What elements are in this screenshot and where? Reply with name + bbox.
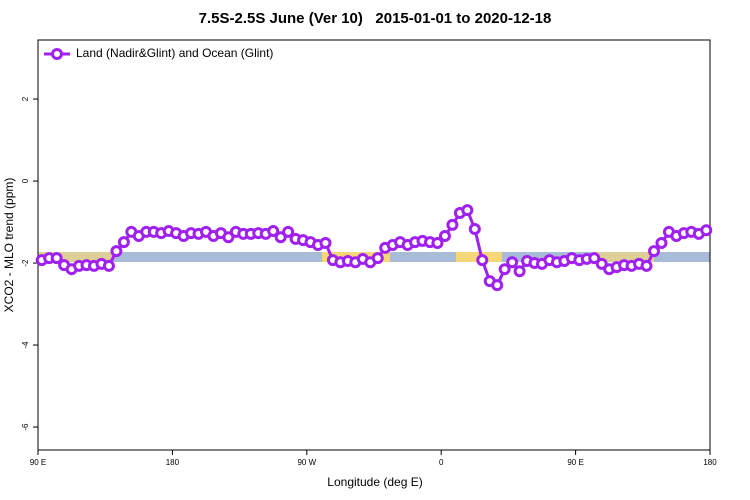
data-point <box>648 245 660 258</box>
data-point <box>102 259 115 272</box>
y-axis-label: XCO2 - MLO trend (ppm) <box>2 178 16 313</box>
legend: Land (Nadir&Glint) and Ocean (Glint) <box>44 46 273 60</box>
legend-marker <box>51 48 63 60</box>
data-point <box>50 252 63 265</box>
chart-title: 7.5S-2.5S June (Ver 10) 2015-01-01 to 20… <box>199 10 552 27</box>
land-patch <box>38 252 113 262</box>
y-tick-label: -2 <box>21 259 30 267</box>
data-point <box>640 259 653 272</box>
data-point <box>468 223 481 236</box>
y-tick-label: 2 <box>21 96 30 101</box>
data-point <box>110 245 123 258</box>
x-tick-label: 90 E <box>30 458 46 467</box>
data-point <box>700 224 713 237</box>
data-point <box>282 225 295 238</box>
data-point <box>446 218 459 231</box>
x-tick-label: 90 E <box>567 458 583 467</box>
x-tick-label: 180 <box>166 458 180 467</box>
data-point <box>267 225 280 238</box>
y-tick-label: -4 <box>21 341 30 349</box>
land-patch <box>592 252 654 262</box>
data-point <box>461 204 474 217</box>
x-tick-label: 0 <box>439 458 444 467</box>
data-point <box>498 263 511 276</box>
plot-frame <box>37 39 711 451</box>
data-point <box>431 236 444 249</box>
data-point <box>438 229 451 242</box>
x-axis-label: Longitude (deg E) <box>327 475 422 489</box>
data-point <box>588 252 601 265</box>
y-tick-label: 0 <box>21 178 30 183</box>
data-point <box>595 257 608 270</box>
data-point <box>371 252 384 265</box>
data-point <box>222 231 235 244</box>
data-point <box>274 231 287 244</box>
x-tick-label: 90 W <box>297 458 316 467</box>
data-point <box>655 236 668 249</box>
data-point <box>319 236 332 249</box>
data-point <box>506 256 519 269</box>
data-point <box>513 265 526 278</box>
legend-label: Land (Nadir&Glint) and Ocean (Glint) <box>76 46 273 60</box>
data-point <box>117 236 130 249</box>
y-tick-label: -6 <box>21 423 30 431</box>
data-point <box>491 279 504 292</box>
x-tick-label: 180 <box>703 458 717 467</box>
data-point <box>476 254 489 267</box>
